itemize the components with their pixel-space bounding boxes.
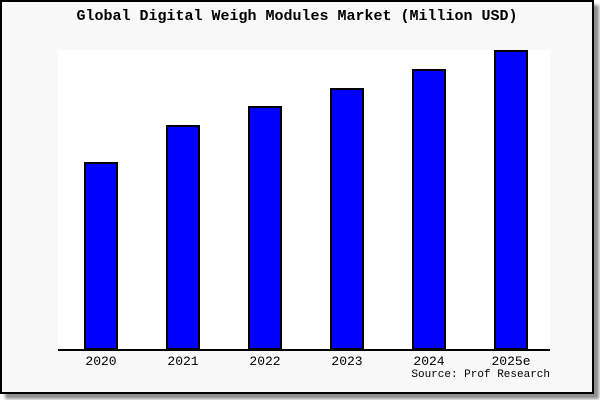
chart-title: Global Digital Weigh Modules Market (Mil… [76,8,518,25]
bar-2020 [84,161,118,350]
x-axis-line [58,349,550,351]
chart-frame: Global Digital Weigh Modules Market (Mil… [0,0,594,394]
bar-2024 [412,69,446,350]
plot-area [58,50,550,351]
bar-2023 [330,87,364,350]
source-credit: Source: Prof Research [411,369,550,381]
x-tick-label-2024: 2024 [413,354,445,369]
bar-2021 [166,125,200,350]
x-axis-labels: 2020 2021 2022 2023 2024 2025e [2,2,592,392]
x-tick-label-2022: 2022 [249,354,281,369]
x-tick-label-2023: 2023 [331,354,363,369]
bar-2025e [494,50,528,350]
bar-2022 [248,105,282,350]
x-tick-label-2020: 2020 [85,354,117,369]
x-tick-label-2021: 2021 [167,354,199,369]
x-tick-label-2025e: 2025e [491,354,531,369]
